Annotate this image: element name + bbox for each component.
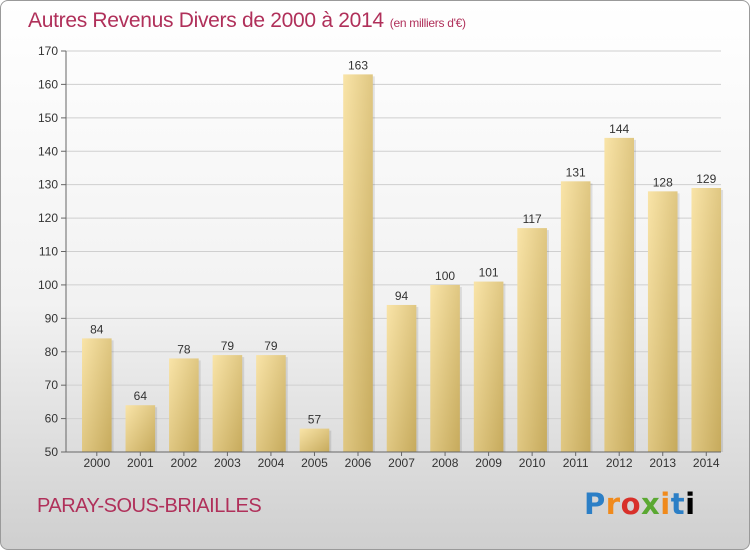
x-tick-label-2009: 2009 [475, 456, 502, 470]
bar-2012 [604, 137, 635, 452]
logo-letter-o: o [620, 487, 642, 521]
x-tick-label-2014: 2014 [693, 456, 720, 470]
bar-2007 [386, 304, 417, 452]
y-tick-label-90: 90 [45, 311, 59, 325]
y-tick-label-120: 120 [38, 211, 58, 225]
bar-2014 [691, 188, 722, 452]
bar-2010 [517, 228, 547, 452]
data-label-2006: 163 [348, 58, 368, 72]
data-label-2003: 79 [221, 339, 235, 353]
bar-2011 [560, 181, 591, 452]
y-tick-label-80: 80 [45, 345, 59, 359]
x-tick-label-2008: 2008 [432, 456, 459, 470]
data-label-2013: 128 [653, 175, 673, 189]
chart-title-unit: (en milliers d'€) [389, 16, 466, 30]
bar-layer: 84 64 78 79 79 57 163 94 100 101 117 131 144 128 129 [82, 58, 724, 453]
logo-letter-i2: i [685, 487, 696, 521]
chart-title-text: Autres Revenus Divers de 2000 à 2014 [28, 9, 384, 32]
location-label: PARAY-SOUS-BRIAILLES [37, 495, 262, 517]
bar-2001 [125, 405, 156, 452]
logo-letter-x: x [641, 487, 661, 521]
y-tick-label-110: 110 [39, 245, 58, 259]
y-tick-label-170: 170 [38, 44, 58, 58]
y-tick-label-160: 160 [38, 77, 58, 91]
x-tick-label-2007: 2007 [388, 456, 415, 470]
y-tick-label-70: 70 [45, 378, 59, 392]
x-tick-label-2011: 2011 [563, 456, 589, 470]
bar-2003 [212, 355, 243, 452]
x-tick-label-2004: 2004 [258, 456, 285, 470]
y-tick-label-60: 60 [45, 412, 59, 426]
data-label-2005: 57 [308, 413, 322, 427]
proxiti-logo: Proxiti [584, 487, 696, 521]
data-label-2007: 94 [395, 289, 409, 303]
x-tick-label-2003: 2003 [214, 456, 241, 470]
bar-2006 [343, 74, 373, 453]
x-tick-label-2002: 2002 [171, 456, 198, 470]
data-label-2010: 117 [523, 212, 542, 226]
y-tick-label-50: 50 [45, 445, 59, 459]
bar-2009 [473, 281, 504, 452]
data-label-2012: 144 [609, 122, 629, 136]
data-label-2001: 64 [134, 389, 148, 403]
bar-2000 [82, 338, 112, 452]
data-label-2011: 131 [566, 165, 586, 179]
x-tick-label-2005: 2005 [301, 456, 328, 470]
x-tick-label-2001: 2001 [127, 456, 154, 470]
bar-2004 [256, 355, 286, 452]
data-label-2014: 129 [696, 172, 716, 186]
x-tick-label-2013: 2013 [649, 456, 676, 470]
x-tick-label-2006: 2006 [345, 456, 372, 470]
logo-letter-p: P [584, 487, 606, 521]
y-tick-label-140: 140 [38, 144, 58, 158]
bar-2013 [647, 191, 678, 452]
data-label-2002: 78 [177, 342, 191, 356]
logo-letter-t: t [670, 487, 686, 521]
x-tick-label-2010: 2010 [519, 456, 546, 470]
logo-letter-r: r [605, 487, 621, 521]
bar-2005 [299, 428, 330, 452]
data-label-2008: 100 [435, 269, 455, 283]
axis-layer: 50 60 70 80 90 100 110 120 130 140 150 160 170 2000 20… [38, 44, 721, 470]
y-tick-label-100: 100 [38, 278, 58, 292]
logo-letter-i: i [660, 487, 671, 521]
data-label-2000: 84 [90, 322, 104, 336]
data-label-2009: 101 [479, 266, 499, 280]
bar-2002 [169, 358, 199, 452]
data-label-2004: 79 [264, 339, 278, 353]
y-tick-label-130: 130 [38, 178, 58, 192]
x-tick-label-2012: 2012 [606, 456, 633, 470]
chart-title: Autres Revenus Divers de 2000 à 2014 (en … [28, 9, 466, 33]
x-tick-label-2000: 2000 [83, 456, 110, 470]
y-tick-label-150: 150 [38, 111, 58, 125]
bar-2008 [430, 284, 460, 452]
